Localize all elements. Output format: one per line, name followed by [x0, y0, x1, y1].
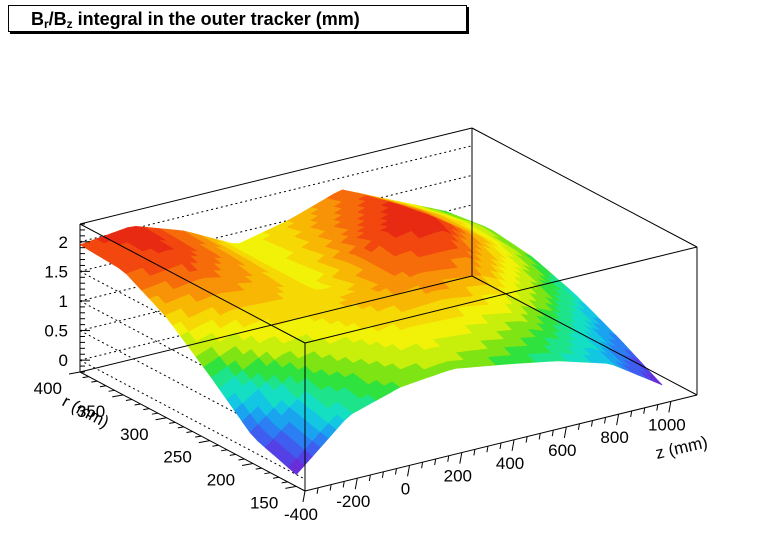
z-tick-label: 1.5: [44, 262, 68, 281]
x-tick-mark: [447, 455, 450, 462]
x-tick-mark: [616, 414, 620, 426]
y-tick-mark: [151, 412, 158, 415]
y-tick-mark: [229, 453, 236, 456]
title-part: integral in the outer tracker (mm): [72, 9, 360, 29]
x-tick-label: 600: [548, 441, 576, 460]
y-axis-label: r (mm): [59, 392, 112, 432]
z-tick-label: 0: [59, 351, 68, 370]
box-edge: [79, 275, 473, 373]
x-tick-mark: [656, 404, 659, 411]
y-tick-label: 250: [163, 448, 191, 467]
z-tick-label: 1: [59, 292, 68, 311]
chart-title-box: Br/Bz integral in the outer tracker (mm): [8, 5, 467, 32]
x-tick-mark: [381, 471, 384, 478]
y-tick-mark: [186, 431, 193, 433]
y-tick-mark: [108, 389, 115, 392]
y-tick-mark: [272, 476, 280, 479]
y-tick-mark: [255, 467, 262, 470]
box-edge: [79, 127, 473, 225]
x-tick-mark: [342, 481, 345, 488]
x-tick-mark: [590, 420, 593, 427]
y-tick-label: 200: [207, 471, 235, 490]
surface-layer: [79, 189, 663, 476]
x-tick-label: 200: [444, 467, 472, 486]
x-tick-mark: [473, 449, 476, 456]
y-tick-mark: [281, 481, 288, 484]
x-tick-mark: [368, 474, 371, 482]
x-tick-mark: [486, 446, 489, 453]
x-tick-mark: [604, 417, 607, 424]
x-tick-mark: [329, 484, 332, 491]
title-subscript-z: z: [66, 17, 73, 31]
y-tick-mark: [99, 385, 107, 388]
y-tick-mark: [143, 408, 150, 411]
x-tick-mark: [316, 487, 319, 494]
x-tick-mark: [551, 430, 554, 437]
x-tick-label: 400: [496, 454, 524, 473]
z-tick-label: 0.5: [44, 322, 68, 341]
y-tick-mark: [134, 403, 141, 406]
title-part: /B: [48, 9, 67, 29]
y-tick-mark: [198, 440, 210, 444]
gridline-back-wall: [79, 174, 473, 272]
x-tick-mark: [630, 410, 633, 418]
gridline-back-wall: [79, 145, 473, 243]
x-tick-mark: [525, 436, 528, 443]
x-tick-label: 1000: [648, 415, 686, 434]
y-tick-mark: [155, 417, 167, 421]
surface-cell: [288, 458, 305, 476]
x-tick-mark: [577, 423, 580, 430]
x-tick-mark: [563, 426, 567, 439]
title-part: B: [31, 9, 44, 29]
box-edge: [304, 246, 698, 344]
box-edge: [79, 223, 306, 344]
y-tick-label: 150: [250, 493, 278, 512]
x-tick-mark: [459, 452, 463, 464]
x-tick-mark: [302, 490, 306, 503]
x-tick-label: -200: [336, 492, 370, 511]
y-tick-mark: [238, 458, 245, 461]
x-axis-label: z (mm): [654, 432, 710, 462]
y-tick-label: 300: [120, 425, 148, 444]
x-tick-mark: [407, 465, 411, 477]
x-tick-mark: [394, 468, 397, 475]
chart-title: Br/Bz integral in the outer tracker (mm): [31, 9, 360, 31]
x-tick-mark: [354, 478, 358, 490]
x-tick-label: 800: [600, 428, 628, 447]
y-tick-mark: [264, 472, 271, 475]
y-tick-mark: [177, 426, 184, 429]
y-tick-mark: [169, 421, 176, 424]
y-tick-label: 350: [77, 402, 105, 421]
box-edge: [471, 127, 698, 248]
title-subscript-r: r: [44, 17, 49, 31]
x-tick-mark: [511, 439, 515, 451]
y-tick-mark: [125, 398, 133, 401]
x-tick-mark: [499, 442, 502, 450]
x-tick-mark: [434, 458, 437, 466]
z-tick-label: 2: [59, 233, 68, 252]
x-tick-label: 0: [401, 479, 410, 498]
y-tick-mark: [221, 449, 228, 452]
x-tick-label: -400: [284, 505, 318, 524]
x-tick-mark: [643, 407, 646, 414]
y-tick-mark: [241, 463, 254, 467]
y-tick-label: 400: [34, 379, 62, 398]
y-tick-mark: [112, 394, 124, 398]
x-tick-mark: [668, 401, 672, 413]
y-tick-mark: [91, 380, 98, 383]
x-tick-mark: [538, 433, 541, 440]
y-tick-mark: [68, 371, 81, 375]
y-tick-mark: [285, 485, 297, 489]
y-tick-mark: [212, 444, 219, 447]
x-tick-mark: [421, 462, 424, 469]
y-tick-mark: [82, 376, 89, 379]
y-tick-mark: [195, 435, 202, 438]
box-edge: [471, 275, 698, 396]
